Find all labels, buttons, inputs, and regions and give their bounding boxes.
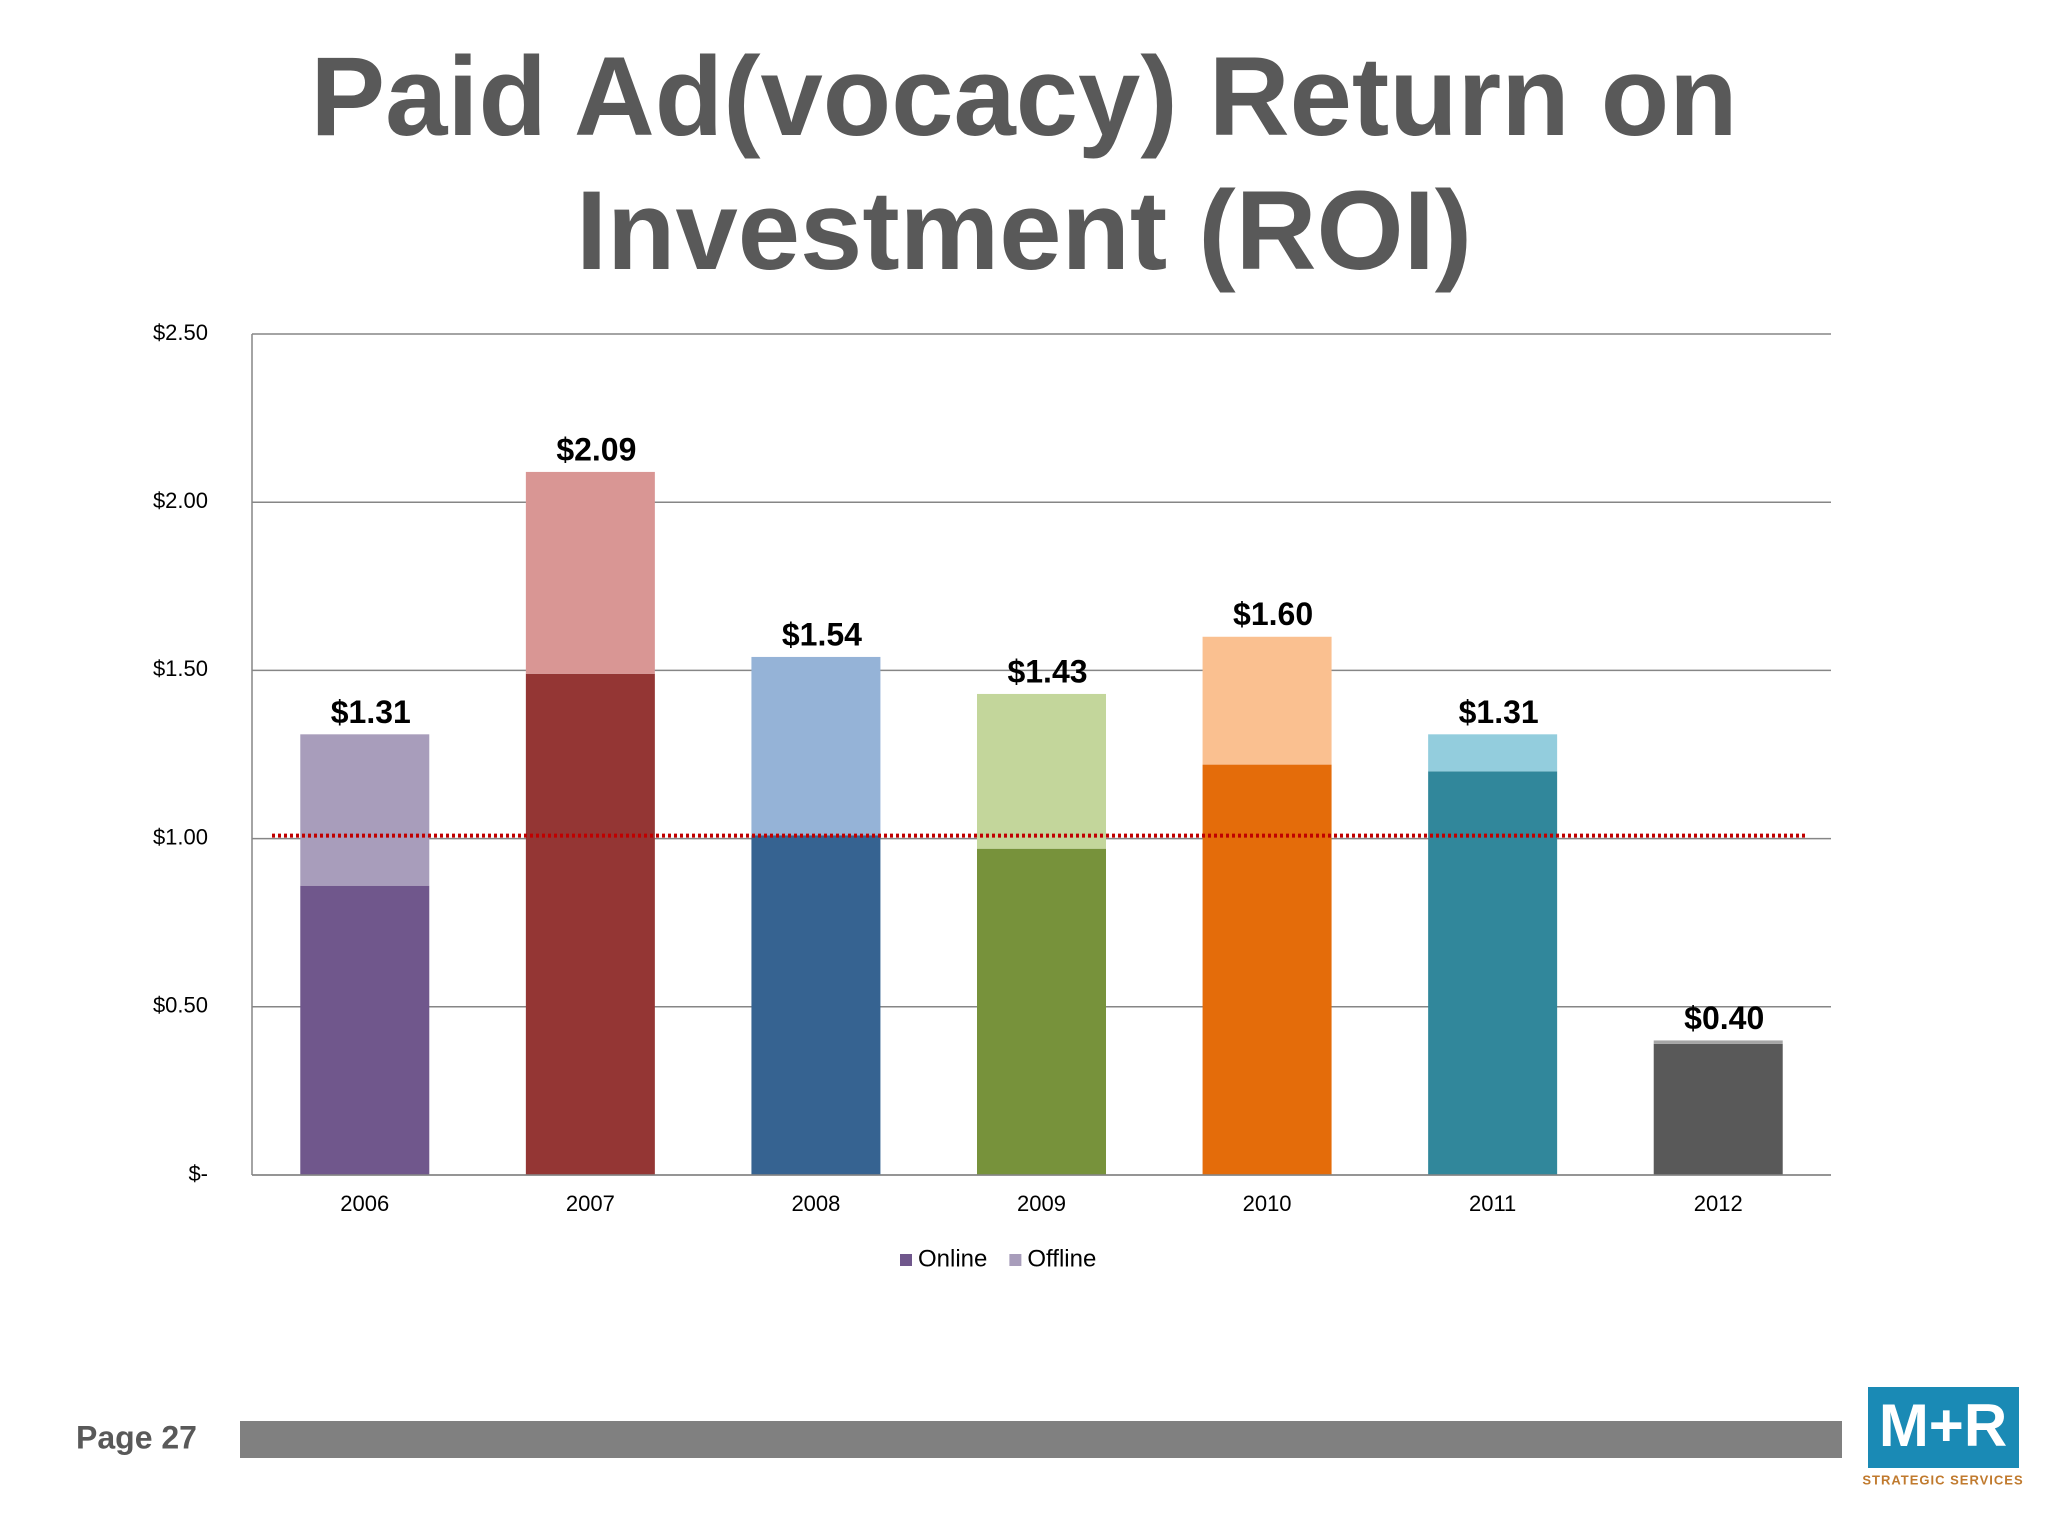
- bar-segment: [1202, 636, 1332, 765]
- bar-segment: [977, 693, 1106, 849]
- footer-bar: [240, 1421, 1842, 1458]
- logo-subtitle: STRATEGIC SERVICES: [1862, 1472, 2023, 1487]
- data-label: $2.09: [556, 431, 636, 467]
- y-tick-label: $1.50: [153, 656, 208, 681]
- bar-segment: [1653, 1043, 1783, 1175]
- y-tick-label: $1.00: [153, 824, 208, 849]
- data-label: $1.54: [782, 616, 862, 652]
- bar-segment: [525, 673, 655, 1175]
- x-tick-label: 2007: [566, 1191, 615, 1216]
- y-tick-label: $-: [188, 1161, 208, 1186]
- bar-segment: [1428, 771, 1558, 1175]
- x-tick-label: 2009: [1017, 1191, 1066, 1216]
- legend-label: Offline: [1027, 1245, 1096, 1272]
- data-label: $1.31: [331, 694, 411, 730]
- data-label: $1.43: [1007, 653, 1087, 689]
- bar-segment: [751, 835, 881, 1175]
- y-tick-label: $2.00: [153, 488, 208, 513]
- x-tick-label: 2011: [1469, 1191, 1516, 1216]
- x-tick-label: 2006: [340, 1191, 389, 1216]
- logo-box: [1868, 1387, 2019, 1468]
- page-number: Page 27: [76, 1419, 197, 1455]
- slide-title: Paid Ad(vocacy) Return on Investment (RO…: [310, 34, 1738, 293]
- data-label: $1.31: [1459, 694, 1539, 730]
- data-label: $1.60: [1233, 596, 1313, 632]
- bar-segment: [300, 885, 430, 1175]
- bar-segment: [977, 848, 1106, 1175]
- logo: M+R: [1879, 1392, 2007, 1459]
- bar-segment: [525, 471, 655, 674]
- bar-segment: [1202, 764, 1332, 1175]
- legend-swatch: [1009, 1254, 1022, 1266]
- legend-label: Online: [918, 1245, 987, 1272]
- bar-segment: [751, 656, 881, 836]
- y-tick-label: $2.50: [153, 320, 208, 345]
- data-label: $0.40: [1684, 1000, 1764, 1036]
- bar-segment: [1428, 734, 1558, 772]
- legend-swatch: [900, 1254, 912, 1266]
- bar-segment: [300, 734, 430, 886]
- x-tick-label: 2010: [1243, 1191, 1292, 1216]
- bar-segment: [1653, 1040, 1783, 1044]
- x-tick-label: 2012: [1694, 1191, 1743, 1216]
- y-tick-label: $0.50: [153, 993, 208, 1018]
- x-tick-label: 2008: [791, 1191, 840, 1216]
